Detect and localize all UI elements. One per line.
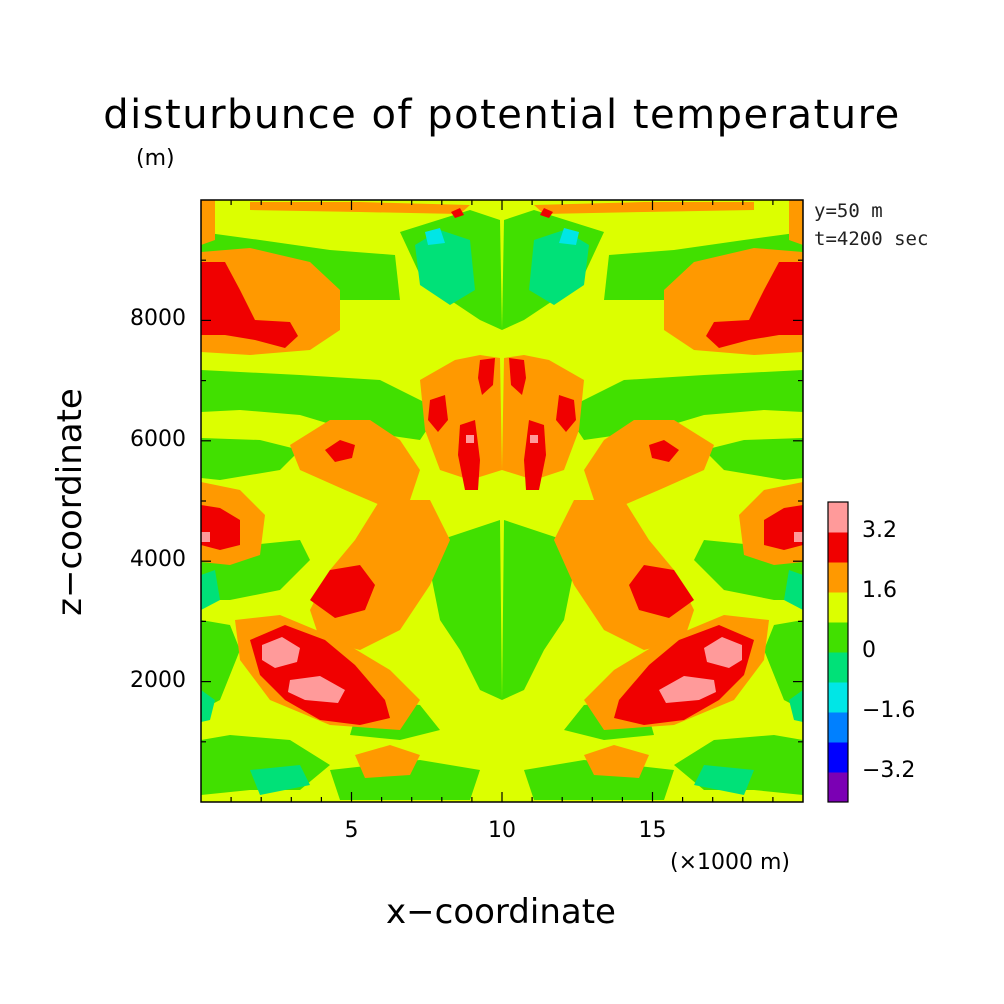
- annotation-time: t=4200 sec: [814, 228, 929, 250]
- colorbar-tick-label: −3.2: [862, 758, 916, 783]
- colorbar-segment: [828, 652, 848, 683]
- axis-ticks: [201, 200, 803, 802]
- colorbar-segment: [828, 622, 848, 653]
- colorbar-segment: [828, 532, 848, 563]
- y-tick-label: 6000: [130, 426, 186, 452]
- colorbar-segment: [828, 502, 848, 533]
- colorbar: [827, 501, 849, 803]
- x-tick-label: 15: [638, 818, 667, 843]
- colorbar-tick-label: 3.2: [862, 518, 897, 543]
- colorbar-segment: [828, 592, 848, 623]
- x-tick-label: 5: [344, 818, 359, 843]
- colorbar-tick-label: 0: [862, 638, 876, 663]
- chart-title: disturbunce of potential temperature: [103, 92, 901, 138]
- colorbar-tick-label: −1.6: [862, 698, 916, 723]
- annotation-y: y=50 m: [814, 200, 883, 222]
- colorbar-frame: [827, 501, 849, 803]
- colorbar-segment: [828, 772, 848, 803]
- y-unit-label: (m): [136, 146, 175, 171]
- x-tick-label: 10: [488, 818, 516, 843]
- colorbar-segment: [828, 562, 848, 593]
- x-unit-label: (×1000 m): [670, 850, 791, 875]
- y-tick-label: 2000: [130, 667, 186, 693]
- contour-field: [201, 200, 803, 802]
- x-axis-label: x−coordinate: [386, 892, 616, 932]
- y-tick-label: 8000: [130, 306, 186, 332]
- colorbar-segment: [828, 742, 848, 773]
- colorbar-segment: [828, 682, 848, 713]
- y-axis-label: z−coordinate: [50, 388, 90, 616]
- colorbar-segment: [828, 712, 848, 743]
- y-tick-label: 4000: [130, 547, 186, 573]
- field-left-half: [201, 200, 502, 800]
- colorbar-tick-label: 1.6: [862, 578, 897, 603]
